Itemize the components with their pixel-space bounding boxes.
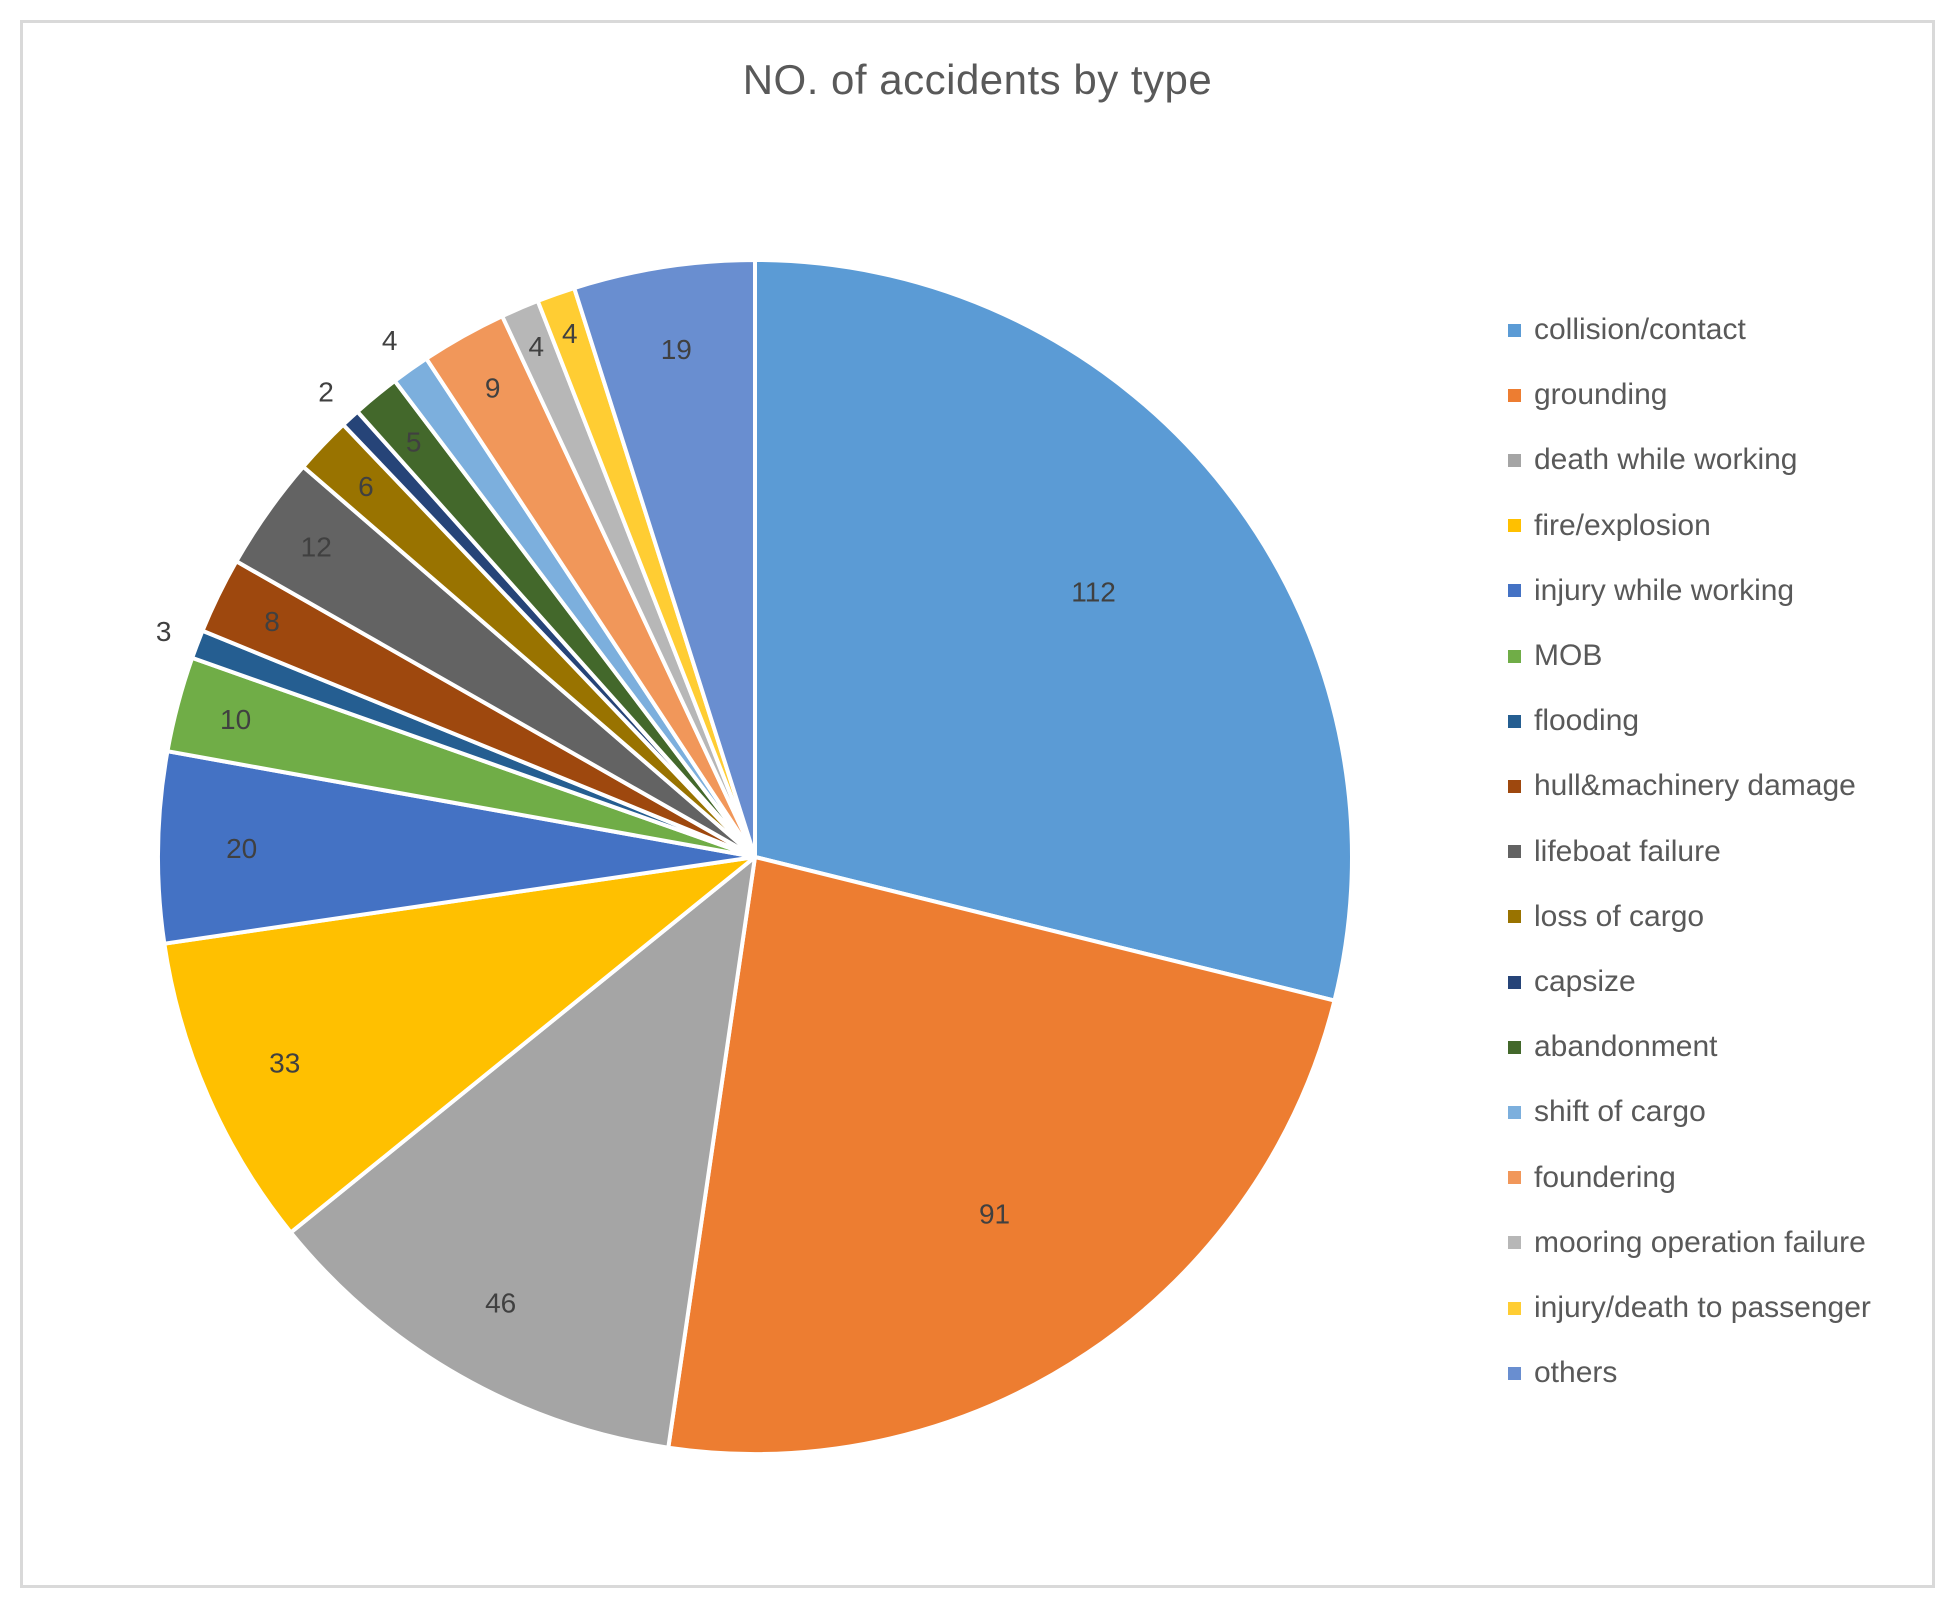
pie-slice-others — [572, 258, 757, 859]
legend-swatch — [1508, 714, 1521, 728]
pie-slices — [156, 258, 1354, 1456]
data-label-mooring-operation-failure: 4 — [529, 331, 545, 362]
data-label-grounding: 91 — [979, 1198, 1010, 1229]
legend-swatch — [1508, 323, 1521, 337]
legend-item-shift-of-cargo: shift of cargo — [1508, 1092, 1706, 1132]
data-label-injury-while-working: 20 — [226, 833, 257, 864]
legend-swatch — [1508, 519, 1521, 533]
data-label-mob: 10 — [220, 704, 251, 735]
pie-slice-fire-explosion — [162, 855, 757, 1235]
pie-slice-grounding — [666, 855, 1337, 1456]
legend-label: death while working — [1534, 443, 1798, 477]
legend-label: MOB — [1534, 639, 1603, 672]
legend-label: fire/explosion — [1534, 508, 1711, 542]
legend-label: mooring operation failure — [1534, 1225, 1866, 1259]
legend-label: loss of cargo — [1534, 899, 1705, 933]
data-label-flooding: 3 — [156, 616, 172, 647]
legend-label: foundering — [1534, 1160, 1676, 1194]
data-label-lifeboat-failure: 12 — [301, 531, 332, 562]
legend-swatch — [1508, 453, 1521, 467]
data-label-hull-machinery-damage: 8 — [264, 606, 280, 637]
legend-item-fire-explosion: fire/explosion — [1508, 506, 1711, 546]
legend-swatch — [1508, 845, 1521, 859]
legend-swatch — [1508, 649, 1521, 663]
pie-slice-death-while-working — [288, 855, 757, 1450]
legend-item-mooring-operation-failure: mooring operation failure — [1508, 1223, 1866, 1263]
data-label-capsize: 2 — [318, 376, 334, 407]
legend-item-injury-death-to-passenger: injury/death to passenger — [1508, 1288, 1871, 1328]
legend-item-abandonment: abandonment — [1508, 1027, 1718, 1067]
legend-label: collision/contact — [1534, 313, 1746, 346]
pie-slice-injury-while-working — [156, 749, 757, 946]
legend-swatch — [1508, 975, 1521, 989]
legend-swatch — [1508, 1040, 1521, 1054]
legend-item-foundering: foundering — [1508, 1158, 1676, 1198]
legend-swatch — [1508, 388, 1521, 402]
legend-item-mob: MOB — [1508, 636, 1602, 676]
legend-item-others: others — [1508, 1353, 1617, 1393]
legend-swatch — [1508, 1366, 1521, 1380]
legend-item-flooding: flooding — [1508, 701, 1639, 741]
legend-item-hull-machinery-damage: hull&machinery damage — [1508, 766, 1856, 806]
data-label-others: 19 — [661, 334, 692, 365]
legend-item-death-while-working: death while working — [1508, 440, 1797, 480]
legend-label: others — [1534, 1356, 1618, 1390]
legend-label: abandonment — [1534, 1030, 1718, 1064]
pie-slice-collision-contact — [753, 258, 1354, 1003]
legend-label: shift of cargo — [1534, 1095, 1706, 1129]
legend-label: lifeboat failure — [1534, 834, 1721, 868]
legend-label: hull&machinery damage — [1534, 769, 1856, 803]
data-label-shift-of-cargo: 4 — [382, 325, 398, 356]
legend-swatch — [1508, 910, 1521, 924]
legend-item-loss-of-cargo: loss of cargo — [1508, 897, 1704, 937]
legend-label: capsize — [1534, 965, 1636, 998]
data-label-death-while-working: 46 — [485, 1288, 516, 1319]
data-label-foundering: 9 — [485, 373, 501, 404]
data-label-loss-of-cargo: 6 — [358, 471, 374, 502]
chart-title: NO. of accidents by type — [742, 56, 1213, 103]
data-label-fire-explosion: 33 — [269, 1048, 300, 1079]
legend-item-capsize: capsize — [1508, 962, 1636, 1002]
legend-swatch — [1508, 1105, 1521, 1119]
legend-swatch — [1508, 584, 1521, 598]
legend-label: injury while working — [1534, 573, 1795, 607]
legend-item-lifeboat-failure: lifeboat failure — [1508, 832, 1721, 872]
data-label-injury-death-to-passenger: 4 — [562, 318, 578, 349]
data-label-abandonment: 5 — [406, 427, 422, 458]
legend-item-injury-while-working: injury while working — [1508, 571, 1794, 611]
legend-swatch — [1508, 1171, 1521, 1185]
legend-swatch — [1508, 779, 1521, 793]
legend-label: flooding — [1534, 704, 1640, 738]
legend-item-grounding: grounding — [1508, 375, 1667, 415]
legend-swatch — [1508, 1236, 1521, 1250]
data-label-collision-contact: 112 — [1071, 577, 1116, 608]
legend-label: grounding — [1534, 378, 1668, 412]
legend-swatch — [1508, 1301, 1521, 1315]
legend-label: injury/death to passenger — [1534, 1291, 1871, 1324]
legend-item-collision-contact: collision/contact — [1508, 310, 1746, 350]
